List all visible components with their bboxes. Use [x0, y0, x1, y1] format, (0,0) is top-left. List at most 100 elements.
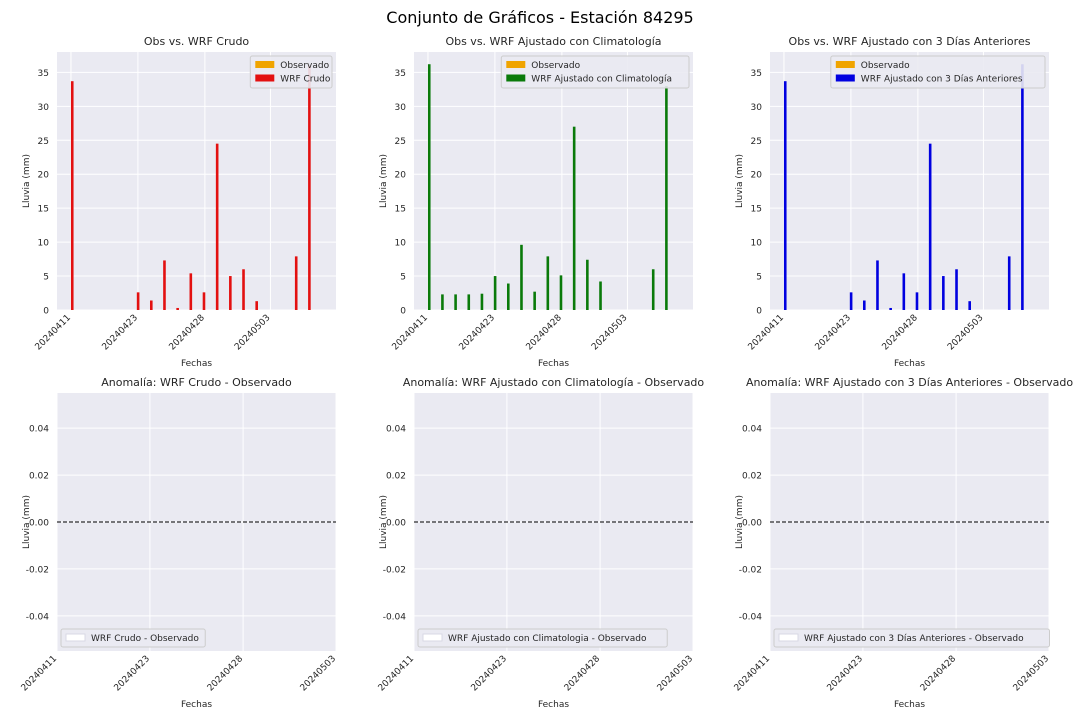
legend-swatch — [255, 74, 275, 82]
y-tick-label: 0.00 — [742, 519, 762, 529]
x-tick-label: 20240423 — [814, 313, 853, 352]
plot-area — [414, 52, 693, 310]
legend-label: WRF Ajustado con 3 Días Anteriores - Obs… — [804, 634, 1024, 644]
y-tick-label: 0.00 — [386, 519, 406, 529]
y-tick-label: 20 — [38, 171, 50, 181]
bar — [493, 276, 497, 310]
chart-title: Obs vs. WRF Crudo — [144, 35, 250, 48]
x-tick-label: 20240423 — [101, 313, 140, 352]
bar — [572, 126, 576, 311]
legend-label: WRF Ajustado con 3 Días Anteriores — [861, 75, 1023, 85]
x-axis-label: Fechas — [181, 359, 212, 369]
legend-label: Observado — [531, 61, 580, 71]
y-tick-label: 35 — [751, 69, 762, 79]
bar — [559, 275, 563, 310]
y-tick-label: -0.04 — [739, 612, 763, 622]
y-tick-label: 0.02 — [742, 472, 762, 482]
legend-swatch — [835, 61, 855, 68]
y-tick-label: 30 — [751, 103, 763, 113]
bar — [968, 301, 971, 310]
y-tick-label: 35 — [395, 69, 406, 79]
x-tick-label: 20240428 — [168, 313, 208, 353]
chart-panel-4: -0.04 -0.02 0.00 0.02 0.04 20240411 20240423 20… — [20, 376, 338, 710]
x-tick-label: 20240411 — [20, 654, 59, 693]
y-tick-label: 15 — [395, 205, 406, 215]
legend-swatch — [506, 74, 526, 82]
bar — [520, 244, 523, 310]
y-axis-label: Lluvia (mm) — [379, 154, 389, 208]
bar — [849, 292, 853, 310]
legend-swatch — [65, 633, 86, 642]
y-tick-label: 0.04 — [386, 425, 406, 435]
bar — [783, 81, 787, 311]
chart-title: Obs vs. WRF Ajustado con 3 Días Anterior… — [789, 35, 1031, 48]
y-axis-label: Lluvia (mm) — [735, 154, 745, 208]
chart-title: Obs vs. WRF Ajustado con Climatología — [445, 35, 661, 48]
y-tick-label: 0 — [43, 307, 49, 317]
y-tick-label: 25 — [38, 137, 49, 147]
y-axis-label: Lluvia (mm) — [379, 495, 389, 549]
bar — [876, 260, 879, 310]
x-tick-label: 20240411 — [391, 313, 430, 352]
x-tick-label: 20240411 — [747, 313, 786, 352]
legend-label: Observado — [861, 61, 910, 71]
y-tick-label: 25 — [395, 137, 406, 147]
bar — [229, 276, 232, 310]
chart-panel-3: 0 5 10 15 20 25 30 35 20240411 20240423 20240428 20… — [735, 35, 1049, 369]
bar — [294, 256, 298, 310]
y-axis-label: Lluvia (mm) — [22, 495, 32, 549]
x-axis-label: Fechas — [181, 700, 212, 710]
y-axis-label: Lluvia (mm) — [22, 154, 32, 208]
legend-label: WRF Crudo - Observado — [91, 634, 199, 644]
bar — [454, 294, 457, 310]
x-tick-label: 20240428 — [563, 654, 603, 694]
legend-label: WRF Crudo — [280, 75, 331, 85]
y-tick-label: 0.04 — [742, 425, 762, 435]
x-tick-label: 20240503 — [946, 313, 985, 352]
x-tick-label: 20240428 — [525, 313, 565, 353]
x-tick-label: 20240503 — [1012, 654, 1051, 693]
y-tick-label: 0.02 — [386, 472, 406, 482]
bar — [308, 65, 311, 310]
y-tick-label: -0.02 — [739, 565, 762, 575]
y-tick-label: 0.00 — [29, 519, 49, 529]
y-tick-label: -0.04 — [383, 612, 407, 622]
x-axis-label: Fechas — [894, 700, 925, 710]
x-tick-label: 20240503 — [233, 313, 272, 352]
legend-swatch — [506, 61, 526, 68]
chart-title: Anomalía: WRF Ajustado con 3 Días Anteri… — [746, 376, 1073, 389]
y-tick-label: 5 — [400, 273, 406, 283]
legend-swatch — [255, 61, 275, 68]
bar — [480, 293, 484, 310]
x-tick-label: 20240428 — [206, 654, 246, 694]
y-tick-label: 0 — [756, 307, 762, 317]
legend-swatch — [422, 633, 443, 642]
y-tick-label: 15 — [751, 205, 762, 215]
chart-panel-2: 0 5 10 15 20 25 30 35 20240411 20240423 20240428 20… — [379, 35, 693, 369]
y-tick-label: 30 — [395, 103, 407, 113]
y-tick-label: 0.04 — [29, 425, 49, 435]
bar — [955, 269, 958, 310]
y-tick-label: 20 — [751, 171, 763, 181]
legend-box — [773, 628, 1050, 648]
y-tick-label: -0.02 — [383, 565, 406, 575]
bar — [889, 307, 892, 310]
legend-label: WRF Ajustado con Climatologia - Observad… — [448, 634, 647, 644]
plot-area — [770, 52, 1049, 310]
bar — [136, 292, 140, 310]
y-tick-label: 5 — [756, 273, 762, 283]
chart-title: Anomalía: WRF Ajustado con Climatología … — [403, 376, 705, 389]
x-tick-label: 20240503 — [656, 654, 695, 693]
legend-swatch — [835, 74, 855, 82]
plot-area — [57, 52, 336, 310]
bar — [189, 273, 193, 310]
y-tick-label: -0.04 — [26, 612, 50, 622]
legend-swatch — [778, 633, 799, 642]
legend-box — [500, 55, 690, 89]
y-tick-label: 20 — [395, 171, 407, 181]
legend: Observado WRF Ajustado con 3 Días Anterio… — [830, 55, 1046, 89]
bar — [215, 143, 219, 310]
x-tick-label: 20240411 — [377, 654, 416, 693]
bar — [1007, 256, 1011, 310]
y-tick-label: 15 — [38, 205, 49, 215]
